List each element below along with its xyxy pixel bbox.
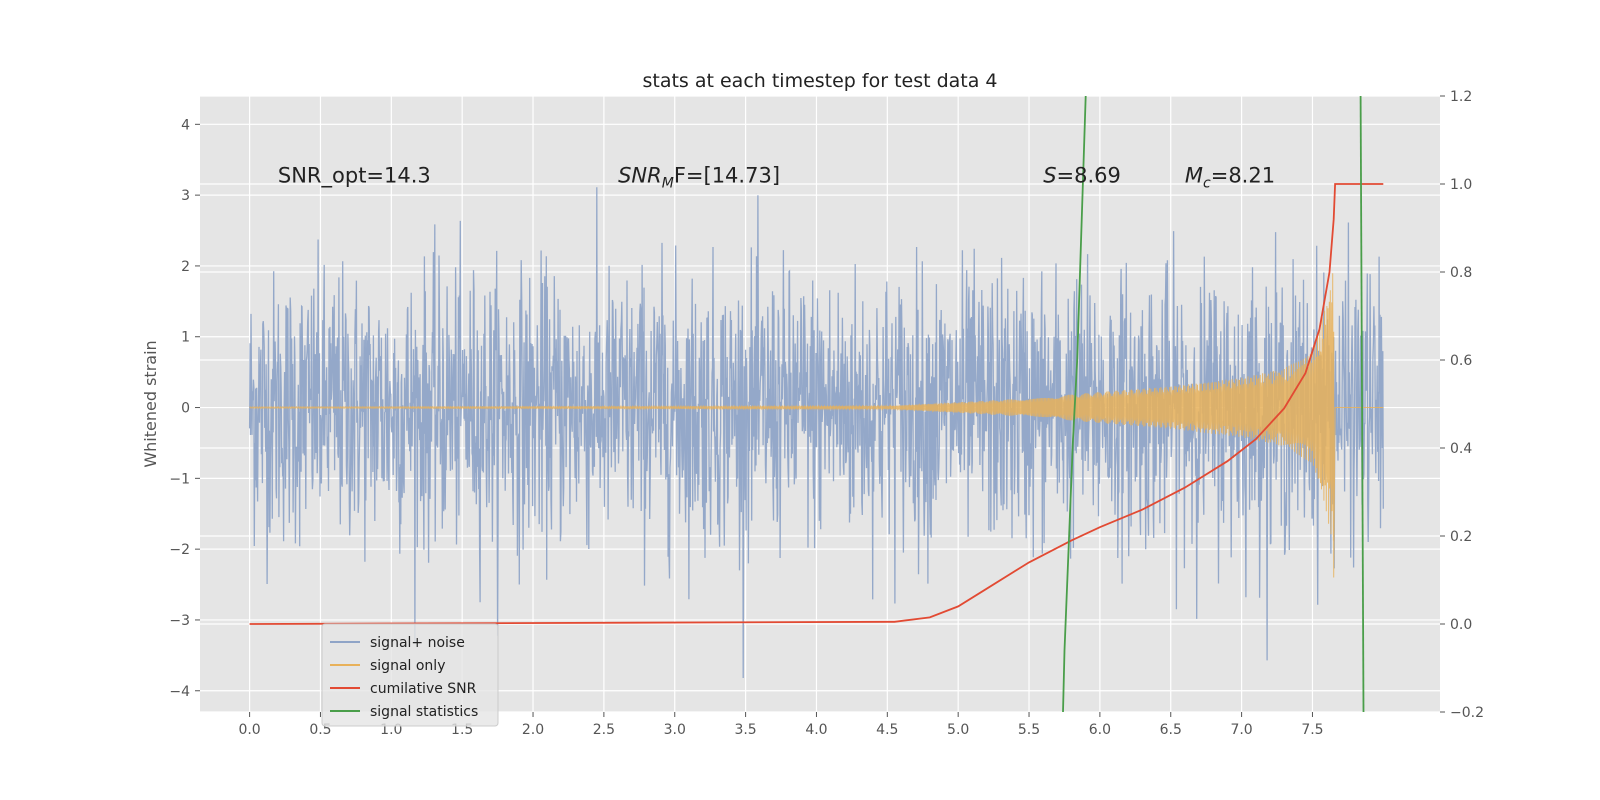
x-tick-label: 3.5 [734, 722, 756, 738]
series-signal-statistics-line [1359, 96, 1365, 712]
series-layer [248, 96, 1384, 712]
y-tick-label: 4 [181, 117, 190, 133]
x-tick-label: 7.0 [1230, 722, 1252, 738]
series-signal-noise-line [248, 187, 1384, 679]
x-tick-label: 5.5 [1018, 722, 1040, 738]
x-tick-label: 3.0 [664, 722, 686, 738]
legend-box [321, 623, 499, 727]
x-tick-label: 4.0 [805, 722, 827, 738]
y2-tick-label: −0.2 [1450, 705, 1484, 721]
series-signal-statistics-line [1062, 96, 1087, 712]
x-tick-label: 7.5 [1301, 722, 1323, 738]
y-tick-label: −4 [169, 684, 190, 700]
y2-tick-label: 0.4 [1450, 441, 1472, 457]
y2-tick-label: 0.0 [1450, 617, 1472, 633]
x-tick-label: 5.0 [947, 722, 969, 738]
series-cumulative-snr-line [249, 183, 1384, 625]
y-tick-label: 1 [181, 330, 190, 346]
legend: signal+ noise signal only cumilative SNR si… [321, 623, 499, 727]
legend-label: cumilative SNR [370, 681, 477, 697]
chart-title: stats at each timestep for test data 4 [642, 70, 997, 92]
legend-label: signal+ noise [370, 635, 465, 651]
y-tick-label: −1 [169, 471, 190, 487]
y-tick-label: 3 [181, 188, 190, 204]
annotation-text: S=8.69 [1043, 163, 1121, 187]
x-tick-label: 4.5 [876, 722, 898, 738]
y2-tick-label: 0.2 [1450, 529, 1472, 545]
x-tick-label: 6.0 [1089, 722, 1111, 738]
y-axis-left: 4 3 2 1 0 −1 −2 −3 −4 [169, 117, 200, 700]
y-axis-label: Whitened strain [141, 340, 160, 467]
x-tick-label: 6.5 [1160, 722, 1182, 738]
y-tick-label: 2 [181, 259, 190, 275]
y-tick-label: 0 [181, 401, 190, 417]
x-tick-label: 2.5 [593, 722, 615, 738]
annotation-text: Mc=8.21 [1185, 163, 1275, 191]
y2-tick-label: 1.2 [1450, 89, 1472, 105]
annotations: SNR_opt=14.3 SNRMF=[14.73] S=8.69 Mc=8.21 [278, 163, 1275, 191]
series-signal-only-line [249, 273, 1384, 578]
y2-tick-label: 0.8 [1450, 265, 1472, 281]
y-tick-label: −3 [169, 613, 190, 629]
annotation-text: SNRMF=[14.73] [618, 163, 780, 191]
y-axis-right: 1.2 1.0 0.8 0.6 0.4 0.2 0.0 −0.2 [1440, 89, 1484, 721]
legend-label: signal only [370, 658, 445, 674]
y2-tick-label: 0.6 [1450, 353, 1472, 369]
x-tick-label: 0.0 [238, 722, 260, 738]
y2-tick-label: 1.0 [1450, 177, 1472, 193]
annotation-text: SNR_opt=14.3 [278, 163, 431, 188]
legend-label: signal statistics [370, 704, 478, 720]
y-tick-label: −2 [169, 542, 190, 558]
x-axis: 0.0 0.5 1.0 1.5 2.0 2.5 3.0 3.5 4.0 4.5 5.0 5.5 6.0 6… [238, 712, 1324, 738]
x-tick-label: 2.0 [522, 722, 544, 738]
